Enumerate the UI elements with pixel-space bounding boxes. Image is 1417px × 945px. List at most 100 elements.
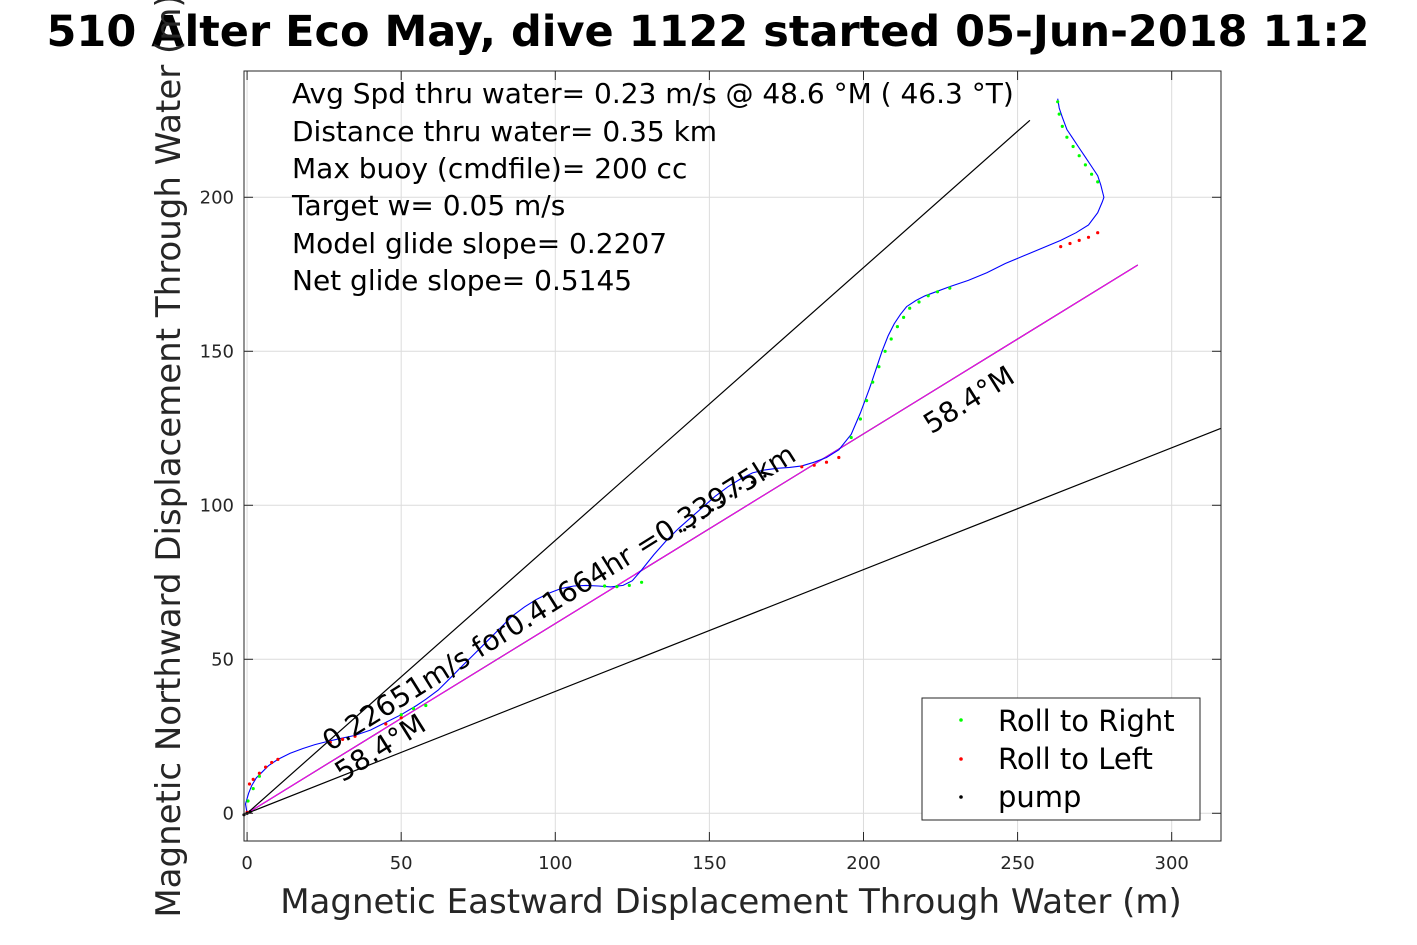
roll-to-right-marker	[902, 315, 906, 319]
legend-box	[921, 697, 1201, 821]
y-tick-label: 0	[223, 803, 234, 824]
roll-to-left-marker	[384, 722, 388, 726]
legend-marker-pump	[959, 795, 963, 799]
pump-marker	[763, 474, 767, 478]
roll-to-right-marker	[948, 286, 952, 290]
pump-marker	[692, 525, 696, 529]
roll-to-right-marker	[926, 294, 930, 298]
roll-to-left-marker	[824, 460, 829, 464]
legend-label-roll-right: Roll to Right	[998, 704, 1175, 738]
roll-to-right-marker	[865, 399, 869, 403]
track-line	[244, 98, 1105, 814]
roll-to-right-marker	[603, 584, 607, 588]
roll-to-left-marker	[1077, 238, 1081, 242]
legend-marker-roll-right	[959, 718, 963, 722]
pump-marker	[701, 516, 705, 520]
legend-label-roll-left: Roll to Left	[998, 742, 1153, 776]
pump-marker	[683, 528, 687, 532]
pump-marker	[720, 500, 724, 504]
legend: Roll to Right Roll to Left pump	[921, 697, 1201, 821]
roll-to-right-marker	[849, 435, 853, 440]
roll-to-right-marker	[883, 349, 887, 353]
roll-to-right-marker	[1090, 172, 1094, 176]
roll-to-left-marker	[328, 740, 332, 745]
roll-to-right-marker	[1057, 112, 1061, 116]
roll-to-left-marker	[264, 765, 268, 769]
info-box: Avg Spd thru water= 0.23 m/s @ 48.6 °M (…	[291, 77, 1014, 297]
pump-marker	[750, 480, 755, 484]
legend-marker-roll-left	[959, 757, 963, 761]
roll-to-right-marker	[1065, 135, 1069, 139]
roll-to-right-marker	[871, 380, 875, 384]
x-axis-label: Magnetic Eastward Displacement Through W…	[280, 882, 1182, 922]
x-tick-label: 0	[241, 853, 252, 874]
roll-to-left-marker	[1059, 245, 1063, 249]
x-tick-label: 250	[1000, 853, 1034, 874]
heading-line-center-magenta	[246, 264, 1139, 814]
roll-to-right-marker	[1096, 180, 1100, 184]
roll-to-left-marker	[353, 734, 357, 738]
data-markers	[242, 100, 1100, 817]
pump-marker	[248, 810, 252, 814]
roll-to-left-marker	[257, 771, 261, 775]
x-tick-label: 200	[846, 853, 880, 874]
x-tick-label: 300	[1155, 853, 1189, 874]
pump-marker	[738, 486, 742, 490]
roll-to-left-marker	[837, 455, 841, 460]
roll-to-right-marker	[877, 365, 881, 369]
roll-to-left-marker	[1086, 235, 1091, 239]
roll-to-right-marker	[858, 417, 863, 421]
roll-to-left-marker	[341, 737, 345, 742]
pump-marker	[710, 508, 715, 512]
roll-to-right-marker	[1071, 144, 1075, 149]
info-line-target-w: Target w= 0.05 m/s	[291, 189, 565, 222]
roll-to-right-marker	[251, 787, 255, 791]
roll-to-right-marker	[424, 703, 428, 708]
roll-to-right-marker	[908, 306, 912, 310]
heading-line-upper	[246, 119, 1031, 814]
roll-to-right-marker	[1083, 163, 1087, 167]
roll-to-right-marker	[411, 707, 416, 711]
y-tick-label: 200	[200, 187, 234, 208]
info-line-max-buoy: Max buoy (cmdfile)= 200 cc	[292, 152, 687, 185]
roll-to-right-marker	[917, 300, 921, 304]
reference-lines	[246, 119, 1222, 814]
roll-to-right-marker	[1077, 154, 1081, 158]
roll-to-right-marker	[246, 799, 250, 803]
chart-title: 510 Alter Eco May, dive 1122 started 05-…	[46, 7, 1369, 57]
roll-to-left-marker	[270, 760, 274, 765]
roll-to-left-marker	[251, 777, 255, 782]
x-tick-label: 150	[692, 853, 726, 874]
y-tick-label: 50	[211, 649, 234, 670]
roll-to-left-marker	[1096, 231, 1100, 235]
pump-marker	[729, 494, 733, 498]
roll-to-left-marker	[247, 782, 252, 786]
info-line-model-glide: Model glide slope= 0.2207	[292, 227, 667, 260]
y-tick-label: 150	[200, 341, 234, 362]
roll-to-right-marker	[640, 580, 644, 584]
roll-to-right-marker	[627, 583, 631, 588]
roll-to-right-marker	[1056, 100, 1060, 104]
roll-to-right-marker	[615, 585, 619, 589]
y-tick-label: 100	[200, 495, 234, 516]
roll-to-right-marker	[895, 325, 900, 329]
roll-to-right-marker	[935, 290, 940, 294]
y-axis-label: Magnetic Northward Displacement Through …	[149, 0, 189, 918]
heading-line-lower	[246, 427, 1222, 814]
roll-to-left-marker	[399, 716, 403, 720]
roll-to-left-marker	[1068, 241, 1072, 246]
axis-ticks: 0 50 100 150 200 250 300 0 50 100 150 200	[200, 71, 1221, 874]
plot-frame	[243, 70, 1222, 842]
legend-label-pump: pump	[998, 780, 1081, 814]
info-line-net-glide: Net glide slope= 0.5145	[292, 264, 632, 297]
info-line-avg-speed: Avg Spd thru water= 0.23 m/s @ 48.6 °M (…	[292, 77, 1014, 110]
roll-to-left-marker	[812, 463, 816, 467]
roll-to-left-marker	[276, 757, 280, 762]
info-line-distance: Distance thru water= 0.35 km	[292, 115, 717, 148]
x-tick-label: 100	[538, 853, 572, 874]
roll-to-left-marker	[800, 465, 804, 469]
roll-to-right-marker	[889, 337, 893, 341]
roll-to-right-marker	[257, 774, 261, 778]
roll-to-right-marker	[399, 713, 403, 717]
